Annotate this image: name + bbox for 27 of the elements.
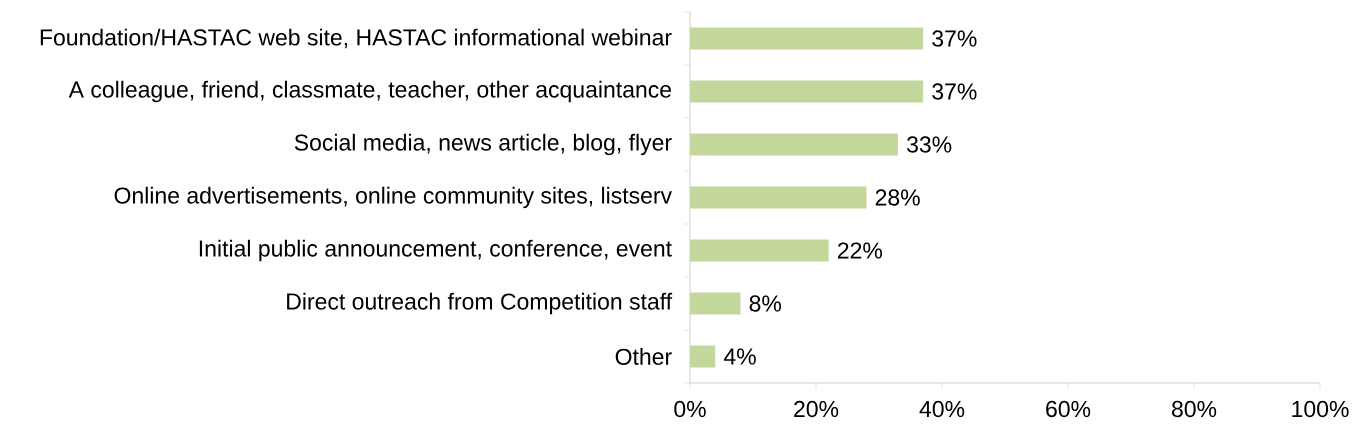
y-tick-label: Foundation/HASTAC web site, HASTAC informational webinar [40, 28, 672, 49]
x-tick-label: 20% [794, 400, 839, 418]
data-label: 28% [875, 189, 920, 206]
y-tick-label: Social media, news article, blog, flyer [294, 133, 672, 156]
y-tick-label: Initial public announcement, conference, event [199, 239, 672, 262]
y-tick-label: Other [615, 348, 672, 366]
data-label: 4% [723, 348, 756, 365]
x-tick-label: 0% [674, 400, 706, 418]
data-label: 8% [749, 295, 782, 312]
bar [690, 292, 741, 315]
x-tick-label: 100% [1292, 400, 1349, 418]
bar [690, 80, 924, 103]
bar [690, 133, 898, 156]
data-label: 33% [906, 136, 952, 153]
bar [690, 27, 924, 50]
y-tick-label: Online advertisements, online community sites, listserv [114, 186, 672, 209]
data-label: 37% [932, 30, 977, 47]
bar [690, 345, 716, 368]
bar [690, 186, 867, 209]
y-tick-label: Direct outreach from Competition staff [287, 292, 673, 315]
data-label: 22% [837, 242, 883, 259]
x-tick-label: 80% [1172, 400, 1217, 418]
x-tick-label: 40% [919, 400, 965, 418]
bar [690, 239, 829, 262]
x-tick-label: 60% [1046, 400, 1091, 418]
data-label: 37% [932, 83, 977, 100]
y-tick-label: A colleague, friend, classmate, teacher, other acquaintance [68, 80, 672, 103]
